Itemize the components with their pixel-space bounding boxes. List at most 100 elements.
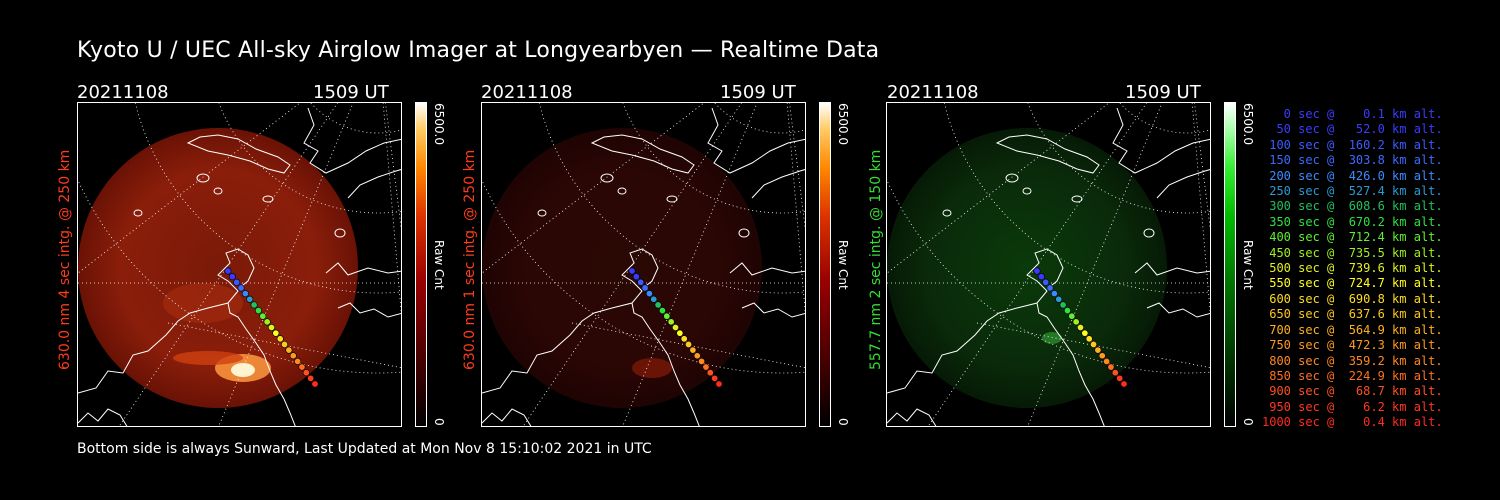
coastline xyxy=(186,134,291,174)
panel-2-time: 1509 UT xyxy=(720,82,796,103)
panel-3-time: 1509 UT xyxy=(1125,82,1201,103)
trajectory-point xyxy=(250,301,258,309)
panel-3-date: 20211108 xyxy=(887,82,979,103)
aurora-band xyxy=(173,351,243,365)
panel-1-time: 1509 UT xyxy=(313,82,389,103)
island-outline xyxy=(262,195,274,203)
island-outline xyxy=(1005,173,1019,183)
coastline xyxy=(887,408,937,426)
island-outline xyxy=(600,173,614,183)
panel-2-cb-unit: Raw Cnt xyxy=(836,240,850,290)
trajectory-point xyxy=(706,369,714,377)
trajectory-point xyxy=(1103,357,1111,365)
trajectory-point xyxy=(1050,290,1058,298)
island-outline xyxy=(196,173,210,183)
grid-line xyxy=(789,103,805,231)
legend-item: 700 sec @ 564.9 km alt. xyxy=(1262,322,1443,337)
grid-line xyxy=(118,103,338,426)
grid-line xyxy=(382,103,401,315)
coastline xyxy=(325,262,401,276)
aurora-feature xyxy=(632,358,672,378)
legend-item: 400 sec @ 712.4 km alt. xyxy=(1262,230,1443,245)
trajectory-point xyxy=(1107,363,1115,371)
trajectory-point xyxy=(281,340,289,348)
trajectory-point xyxy=(228,273,236,281)
trajectory-point xyxy=(1094,346,1102,354)
trajectory-point xyxy=(268,324,276,332)
grid-circle xyxy=(538,103,805,294)
trajectory-point xyxy=(1059,301,1067,309)
panel-1-cb-unit: Raw Cnt xyxy=(432,240,446,290)
trajectory-legend: 0 sec @ 0.1 km alt. 50 sec @ 52.0 km alt… xyxy=(1262,107,1443,431)
panel-2-date: 20211108 xyxy=(481,82,573,103)
panel-3-image xyxy=(886,102,1211,427)
footer-note: Bottom side is always Sunward, Last Upda… xyxy=(77,441,652,457)
island-outline xyxy=(666,195,678,203)
grid-line xyxy=(622,103,758,426)
island-outline xyxy=(1071,195,1083,203)
island-outline xyxy=(213,187,223,195)
trajectory-point xyxy=(667,318,675,326)
coastline xyxy=(347,169,401,199)
coastline xyxy=(741,302,805,318)
coastline xyxy=(337,302,401,318)
page-title: Kyoto U / UEC All-sky Airglow Imager at … xyxy=(77,38,880,63)
legend-item: 250 sec @ 527.4 km alt. xyxy=(1262,184,1443,199)
trajectory-point xyxy=(711,374,719,382)
trajectory-point xyxy=(1116,374,1124,382)
island-outline xyxy=(1143,228,1155,238)
grid-line xyxy=(927,103,1147,426)
grid-circle xyxy=(310,103,401,134)
trajectory-point xyxy=(1077,324,1085,332)
trajectory-point xyxy=(680,335,688,343)
grid-line xyxy=(1027,103,1163,426)
aurora-feature xyxy=(1042,332,1062,344)
trajectory-point xyxy=(1111,369,1119,377)
island-outline xyxy=(133,209,143,217)
trajectory-point xyxy=(1085,335,1093,343)
legend-item: 150 sec @ 303.8 km alt. xyxy=(1262,153,1443,168)
trajectory-point xyxy=(1033,267,1041,275)
legend-item: 0 sec @ 0.1 km alt. xyxy=(1262,107,1443,121)
panel-1-date: 20211108 xyxy=(77,82,169,103)
trajectory-point xyxy=(294,357,302,365)
coastline xyxy=(729,262,805,276)
trajectory-point xyxy=(263,318,271,326)
trajectory-point xyxy=(658,307,666,315)
panel-3-cb-unit: Raw Cnt xyxy=(1241,240,1255,290)
aurora-core xyxy=(231,363,255,377)
panel-3-cb-max: 6500.0 xyxy=(1241,103,1255,145)
trajectory-point xyxy=(641,284,649,292)
trajectory-point xyxy=(233,278,241,286)
trajectory-point xyxy=(246,295,254,303)
coastline xyxy=(1036,302,1105,426)
trajectory-point xyxy=(285,346,293,354)
trajectory-point xyxy=(715,380,723,388)
trajectory-point xyxy=(1042,278,1050,286)
trajectory-point xyxy=(632,273,640,281)
trajectory-point xyxy=(672,324,680,332)
legend-item: 850 sec @ 224.9 km alt. xyxy=(1262,368,1443,383)
panel-1-ylabel: 630.0 nm 4 sec intg. @ 250 km xyxy=(57,149,73,370)
legend-item: 600 sec @ 690.8 km alt. xyxy=(1262,291,1443,306)
grid-line xyxy=(786,103,805,315)
legend-item: 750 sec @ 472.3 km alt. xyxy=(1262,338,1443,353)
trajectory-point xyxy=(698,357,706,365)
panel-3-ylabel: 557.7 nm 2 sec intg. @ 150 km xyxy=(868,149,884,370)
airglow-disk xyxy=(78,128,358,408)
trajectory-point xyxy=(1063,307,1071,315)
trajectory-point xyxy=(693,352,701,360)
legend-item: 300 sec @ 608.6 km alt. xyxy=(1262,199,1443,214)
legend-item: 450 sec @ 735.5 km alt. xyxy=(1262,245,1443,260)
grid-line xyxy=(218,103,354,426)
panel-1-cb-max: 6500.0 xyxy=(432,103,446,145)
island-outline xyxy=(1022,187,1032,195)
legend-item: 200 sec @ 426.0 km alt. xyxy=(1262,168,1443,183)
coastline xyxy=(707,107,805,174)
legend-item: 800 sec @ 359.2 km alt. xyxy=(1262,353,1443,368)
airglow-disk xyxy=(887,128,1167,408)
trajectory-point xyxy=(237,284,245,292)
trajectory-point xyxy=(298,363,306,371)
trajectory-point xyxy=(224,267,232,275)
legend-item: 500 sec @ 739.6 km alt. xyxy=(1262,261,1443,276)
